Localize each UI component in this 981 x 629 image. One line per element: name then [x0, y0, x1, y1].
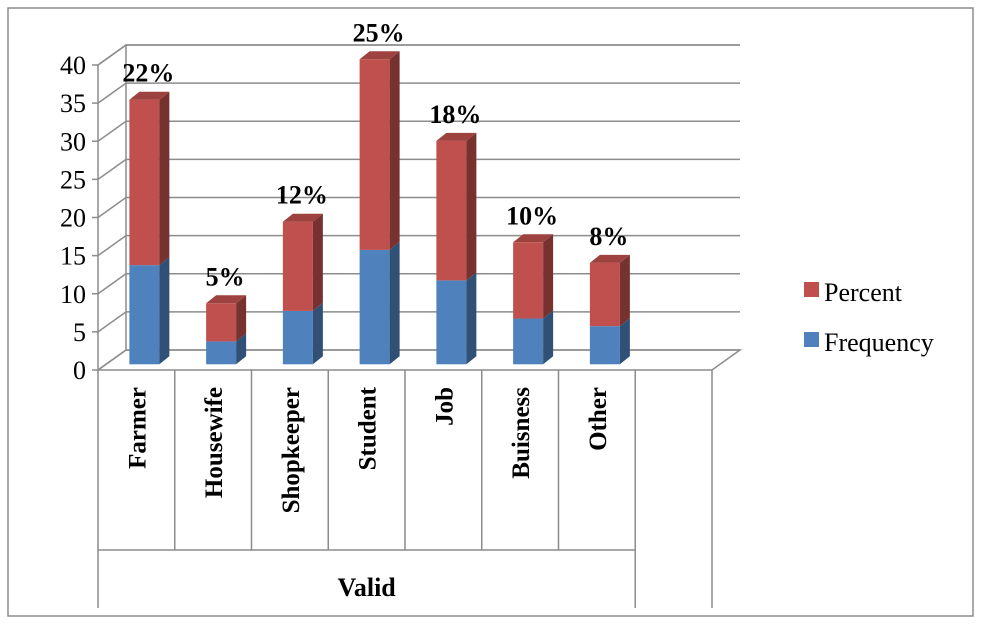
y-tick-label: 35 [60, 89, 86, 118]
data-label-other: 8% [589, 222, 628, 251]
data-label-buisness: 10% [506, 201, 558, 230]
bar-frequency-job [436, 272, 477, 365]
x-tick-label-student: Student [355, 386, 382, 470]
bar-percent-shopkeeper [282, 213, 323, 311]
data-label-student: 25% [353, 18, 405, 47]
bar-frequency-housewife [206, 333, 247, 365]
bar-frequency-farmer [129, 257, 170, 365]
y-tick-label: 15 [60, 242, 86, 271]
y-tick-label: 5 [73, 318, 86, 347]
bar-percent-farmer [129, 91, 170, 266]
bar-percent-buisness [513, 234, 554, 319]
floor [95, 349, 743, 371]
legend-label-frequency: Frequency [824, 328, 934, 357]
bar-percent-job [436, 132, 477, 281]
gridline [97, 120, 740, 142]
gridline [97, 196, 740, 219]
y-tick-label: 20 [60, 204, 86, 233]
x-tick-label-buisness: Buisness [508, 387, 535, 479]
x-tick-label-housewife: Housewife [201, 387, 228, 498]
bar-frequency-buisness [513, 310, 554, 365]
legend: Percent Frequency [804, 278, 934, 357]
gridline [97, 158, 740, 180]
bar-percent-housewife [206, 295, 247, 342]
bar-frequency-student [359, 241, 400, 365]
x-group-label: Valid [337, 573, 396, 602]
x-tick-label-other: Other [585, 387, 612, 451]
bar-frequency-other [589, 318, 630, 365]
legend-swatch-percent [804, 282, 819, 297]
x-tick-label-shopkeeper: Shopkeeper [278, 387, 305, 513]
bar-percent-student [359, 51, 400, 250]
data-label-job: 18% [429, 100, 481, 129]
gridline [97, 44, 740, 66]
bar-percent-other [589, 254, 630, 327]
y-tick-label: 25 [60, 165, 86, 194]
gridline [97, 82, 740, 104]
y-tick-label: 10 [60, 280, 86, 309]
data-label-farmer: 22% [122, 59, 174, 88]
data-label-housewife: 5% [206, 262, 245, 291]
y-tick-label: 30 [60, 127, 86, 156]
legend-swatch-frequency [804, 332, 819, 347]
legend-label-percent: Percent [824, 278, 903, 307]
x-tick-label-farmer: Farmer [124, 387, 151, 469]
bar-frequency-shopkeeper [282, 302, 323, 365]
data-label-shopkeeper: 12% [276, 181, 328, 210]
y-tick-label: 40 [60, 51, 86, 80]
x-tick-label-job: Job [431, 387, 458, 426]
y-tick-label: 0 [73, 356, 86, 385]
